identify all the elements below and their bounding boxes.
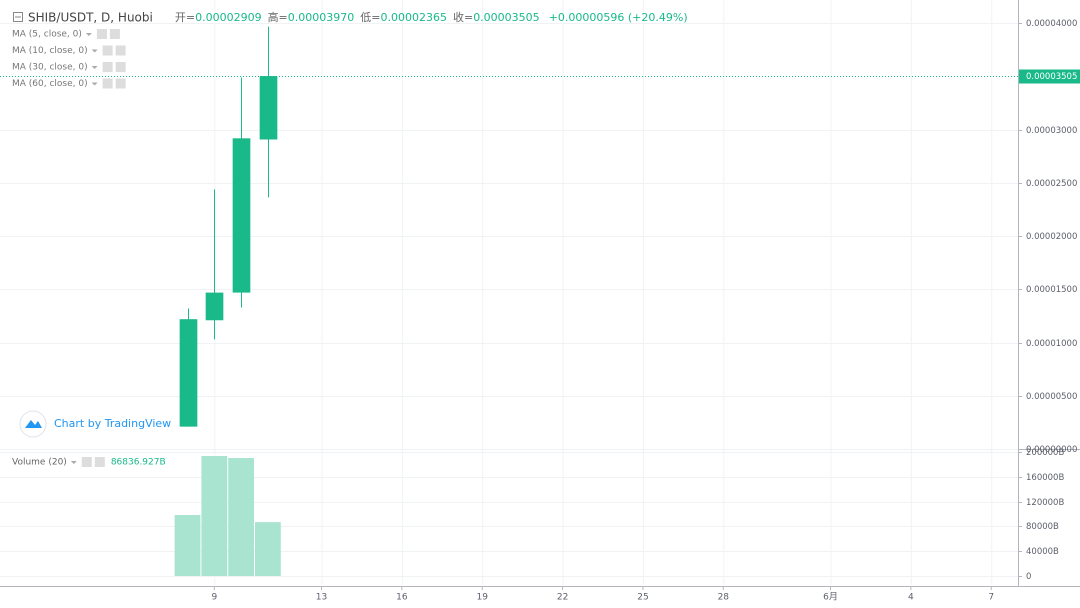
settings-icon [102,62,113,72]
last-price-label: 0.00003505 [1026,72,1077,82]
y-tick-label: 120000B [1026,498,1064,508]
indicator-label: MA (60, close, 0) [12,79,88,89]
close-icon [115,45,126,56]
close-icon [115,78,126,89]
close-icon [94,457,105,467]
x-tick-label: 9 [211,593,217,603]
ohlc-value: 0.00003970 [288,11,354,24]
indicator-label: MA (5, close, 0) [12,30,82,40]
y-tick-label: 0.00004000 [1026,19,1077,29]
x-tick-label: 7 [988,593,994,603]
volume-bar [228,457,254,577]
volume-bar [255,522,281,577]
logo-icon [25,420,42,428]
ohlc-label: 收= [453,10,473,24]
ohlc-value: 0.00002909 [195,11,261,24]
candle-body [259,76,278,140]
x-tick-label: 19 [476,593,488,603]
y-tick-label: 0.00002000 [1026,232,1077,242]
change-value: +0.00000596 (+20.49%) [549,11,688,24]
ohlc-label: 开= [175,11,195,24]
volume-value: 86836.927B [111,458,166,468]
pane-title: Volume (20) [12,458,67,468]
chart-title: SHIB/USDT, D, Huobi [28,11,153,25]
close-icon [109,29,120,39]
y-tick-label: 0 [1026,572,1031,582]
y-tick-label: 40000B [1026,547,1059,557]
y-tick-label: 0.00000500 [1026,392,1077,402]
y-tick-label: 0.00001500 [1026,285,1077,295]
y-tick-label: 80000B [1026,522,1059,532]
volume-bar [174,514,201,577]
watermark-text[interactable]: Chart by TradingView [54,417,171,430]
ohlc-value: 0.00002365 [380,11,446,24]
last-price-tag [1019,69,1080,84]
y-tick-label: 160000B [1026,473,1064,483]
candle-body [179,319,198,427]
y-tick-label: 0.00000000 [1026,445,1077,455]
y-tick-label: 200000B [1026,448,1064,458]
close-icon [115,62,126,72]
x-tick-label: 28 [718,593,730,603]
ohlc-label: 低= [360,11,380,24]
x-tick-label: 16 [396,593,408,603]
collapse-icon [13,12,23,22]
settings-icon [102,45,113,56]
ohlc-value: 0.00003505 [473,11,539,24]
dropdown-icon [91,66,98,69]
settings-icon [102,78,113,89]
x-tick-label: 6月 [823,592,838,603]
dropdown-icon [91,49,98,53]
y-tick-label: 0.00001000 [1026,339,1077,349]
watermark[interactable]: Chart by TradingView [19,410,171,438]
y-tick-label: 0.00003000 [1026,126,1077,136]
x-tick-label: 22 [557,593,568,603]
indicator-label: MA (30, close, 0) [12,63,88,73]
indicator-label: MA (10, close, 0) [12,46,88,56]
settings-icon [96,29,107,39]
ohlc-label: 高= [268,10,288,24]
candle-body [232,138,251,293]
dropdown-icon [70,461,77,464]
volume-bar [201,456,228,577]
y-tick-label: 0.00002500 [1026,179,1077,189]
x-tick-label: 25 [637,593,648,603]
dropdown-icon [85,33,92,36]
x-tick-label: 13 [316,593,327,603]
dropdown-icon [91,82,98,86]
settings-icon [81,457,92,467]
candle-body [205,292,224,321]
x-tick-label: 4 [908,593,914,603]
